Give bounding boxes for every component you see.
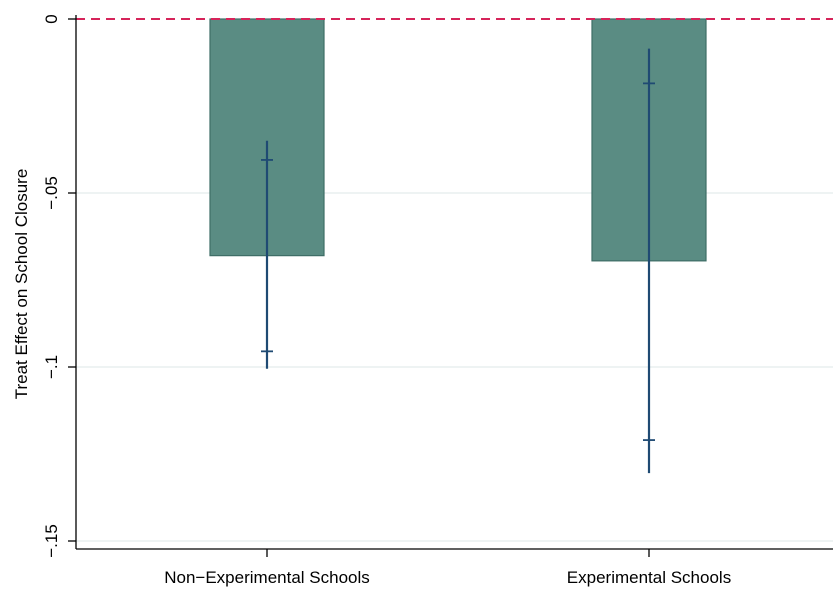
- x-ticks: Non−Experimental Schools Experimental Sch…: [164, 549, 731, 587]
- axes: [75, 15, 833, 550]
- error-bars: [261, 48, 655, 474]
- y-tick-label-2: −.1: [42, 355, 61, 379]
- y-tick-label-1: −.05: [42, 176, 61, 210]
- y-tick-label-0: 0: [42, 14, 61, 23]
- gridlines: [76, 192, 833, 542]
- y-axis-title: Treat Effect on School Closure: [12, 169, 31, 400]
- x-tick-label-1: Experimental Schools: [567, 568, 731, 587]
- y-tick-label-3: −.15: [42, 524, 61, 558]
- x-tick-label-0: Non−Experimental Schools: [164, 568, 370, 587]
- bars: [209, 18, 707, 262]
- y-ticks: 0 −.05 −.1 −.15: [42, 14, 76, 558]
